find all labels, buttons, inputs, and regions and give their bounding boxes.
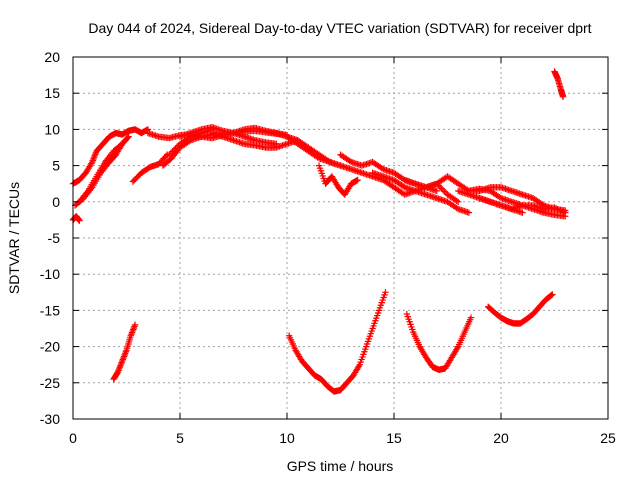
data-point-dense — [558, 208, 566, 215]
data-point-dense — [124, 134, 131, 141]
y-axis-label: SDTVAR / TECUs — [6, 182, 22, 294]
data-point — [549, 291, 556, 298]
y-tick-label: 5 — [52, 158, 60, 174]
data-point — [465, 209, 473, 216]
data-point — [119, 140, 126, 148]
data-point — [382, 289, 389, 296]
data-series-track-20 — [551, 68, 567, 101]
data-series-track-5 — [129, 151, 171, 185]
data-point-dense — [117, 141, 125, 149]
x-tick-label: 10 — [279, 430, 295, 446]
data-point — [433, 187, 440, 195]
data-point — [467, 314, 475, 321]
data-point — [455, 198, 462, 205]
data-point — [562, 209, 569, 216]
y-tick-label: 15 — [44, 85, 60, 101]
y-tick-label: 0 — [52, 194, 60, 210]
y-tick-label: -10 — [40, 266, 60, 282]
data-point-dense — [555, 206, 563, 213]
y-tick-label: -30 — [40, 411, 60, 427]
data-point — [125, 133, 132, 140]
y-tick-label: -15 — [40, 302, 60, 318]
data-series-track-13 — [315, 162, 361, 198]
y-tick-label: -5 — [48, 230, 61, 246]
data-series-track-22 — [285, 289, 389, 395]
x-axis-label: GPS time / hours — [287, 458, 394, 474]
data-point — [76, 217, 83, 224]
x-tick-label: 20 — [493, 430, 509, 446]
y-tick-label: 20 — [44, 49, 60, 65]
x-tick-label: 5 — [176, 430, 184, 446]
data-points — [69, 68, 569, 395]
data-point-dense — [162, 152, 170, 160]
data-point — [559, 93, 567, 101]
data-series-track-21 — [110, 321, 139, 383]
data-series-track-15 — [369, 169, 473, 216]
data-point-dense — [552, 205, 560, 212]
data-point-dense — [557, 207, 564, 214]
x-tick-label: 15 — [386, 430, 402, 446]
y-axis-ticks: -30 -25 -20 -15 -10 -5 0 5 10 15 20 — [40, 49, 608, 427]
chart-title: Day 044 of 2024, Sidereal Day-to-day VTE… — [88, 20, 591, 36]
data-series-track-19 — [476, 194, 569, 216]
data-point-dense — [560, 208, 567, 216]
data-point — [131, 321, 139, 329]
y-tick-label: -20 — [40, 339, 60, 355]
data-series-track-24 — [484, 291, 556, 327]
data-series-track-23 — [403, 310, 475, 373]
y-tick-label: 10 — [44, 121, 60, 137]
x-tick-label: 0 — [69, 430, 77, 446]
data-point-dense — [453, 197, 460, 204]
data-point — [519, 209, 526, 216]
y-tick-label: -25 — [40, 375, 60, 391]
x-axis-ticks: 0 5 10 15 20 25 — [69, 57, 616, 446]
data-point-dense — [554, 205, 561, 213]
data-point — [354, 176, 361, 184]
x-tick-label: 25 — [600, 430, 616, 446]
data-point-dense — [548, 291, 555, 299]
data-series-track-3 — [76, 140, 126, 205]
data-point — [551, 204, 558, 211]
data-series-track-18 — [465, 185, 569, 220]
data-series-track-1 — [69, 126, 152, 187]
